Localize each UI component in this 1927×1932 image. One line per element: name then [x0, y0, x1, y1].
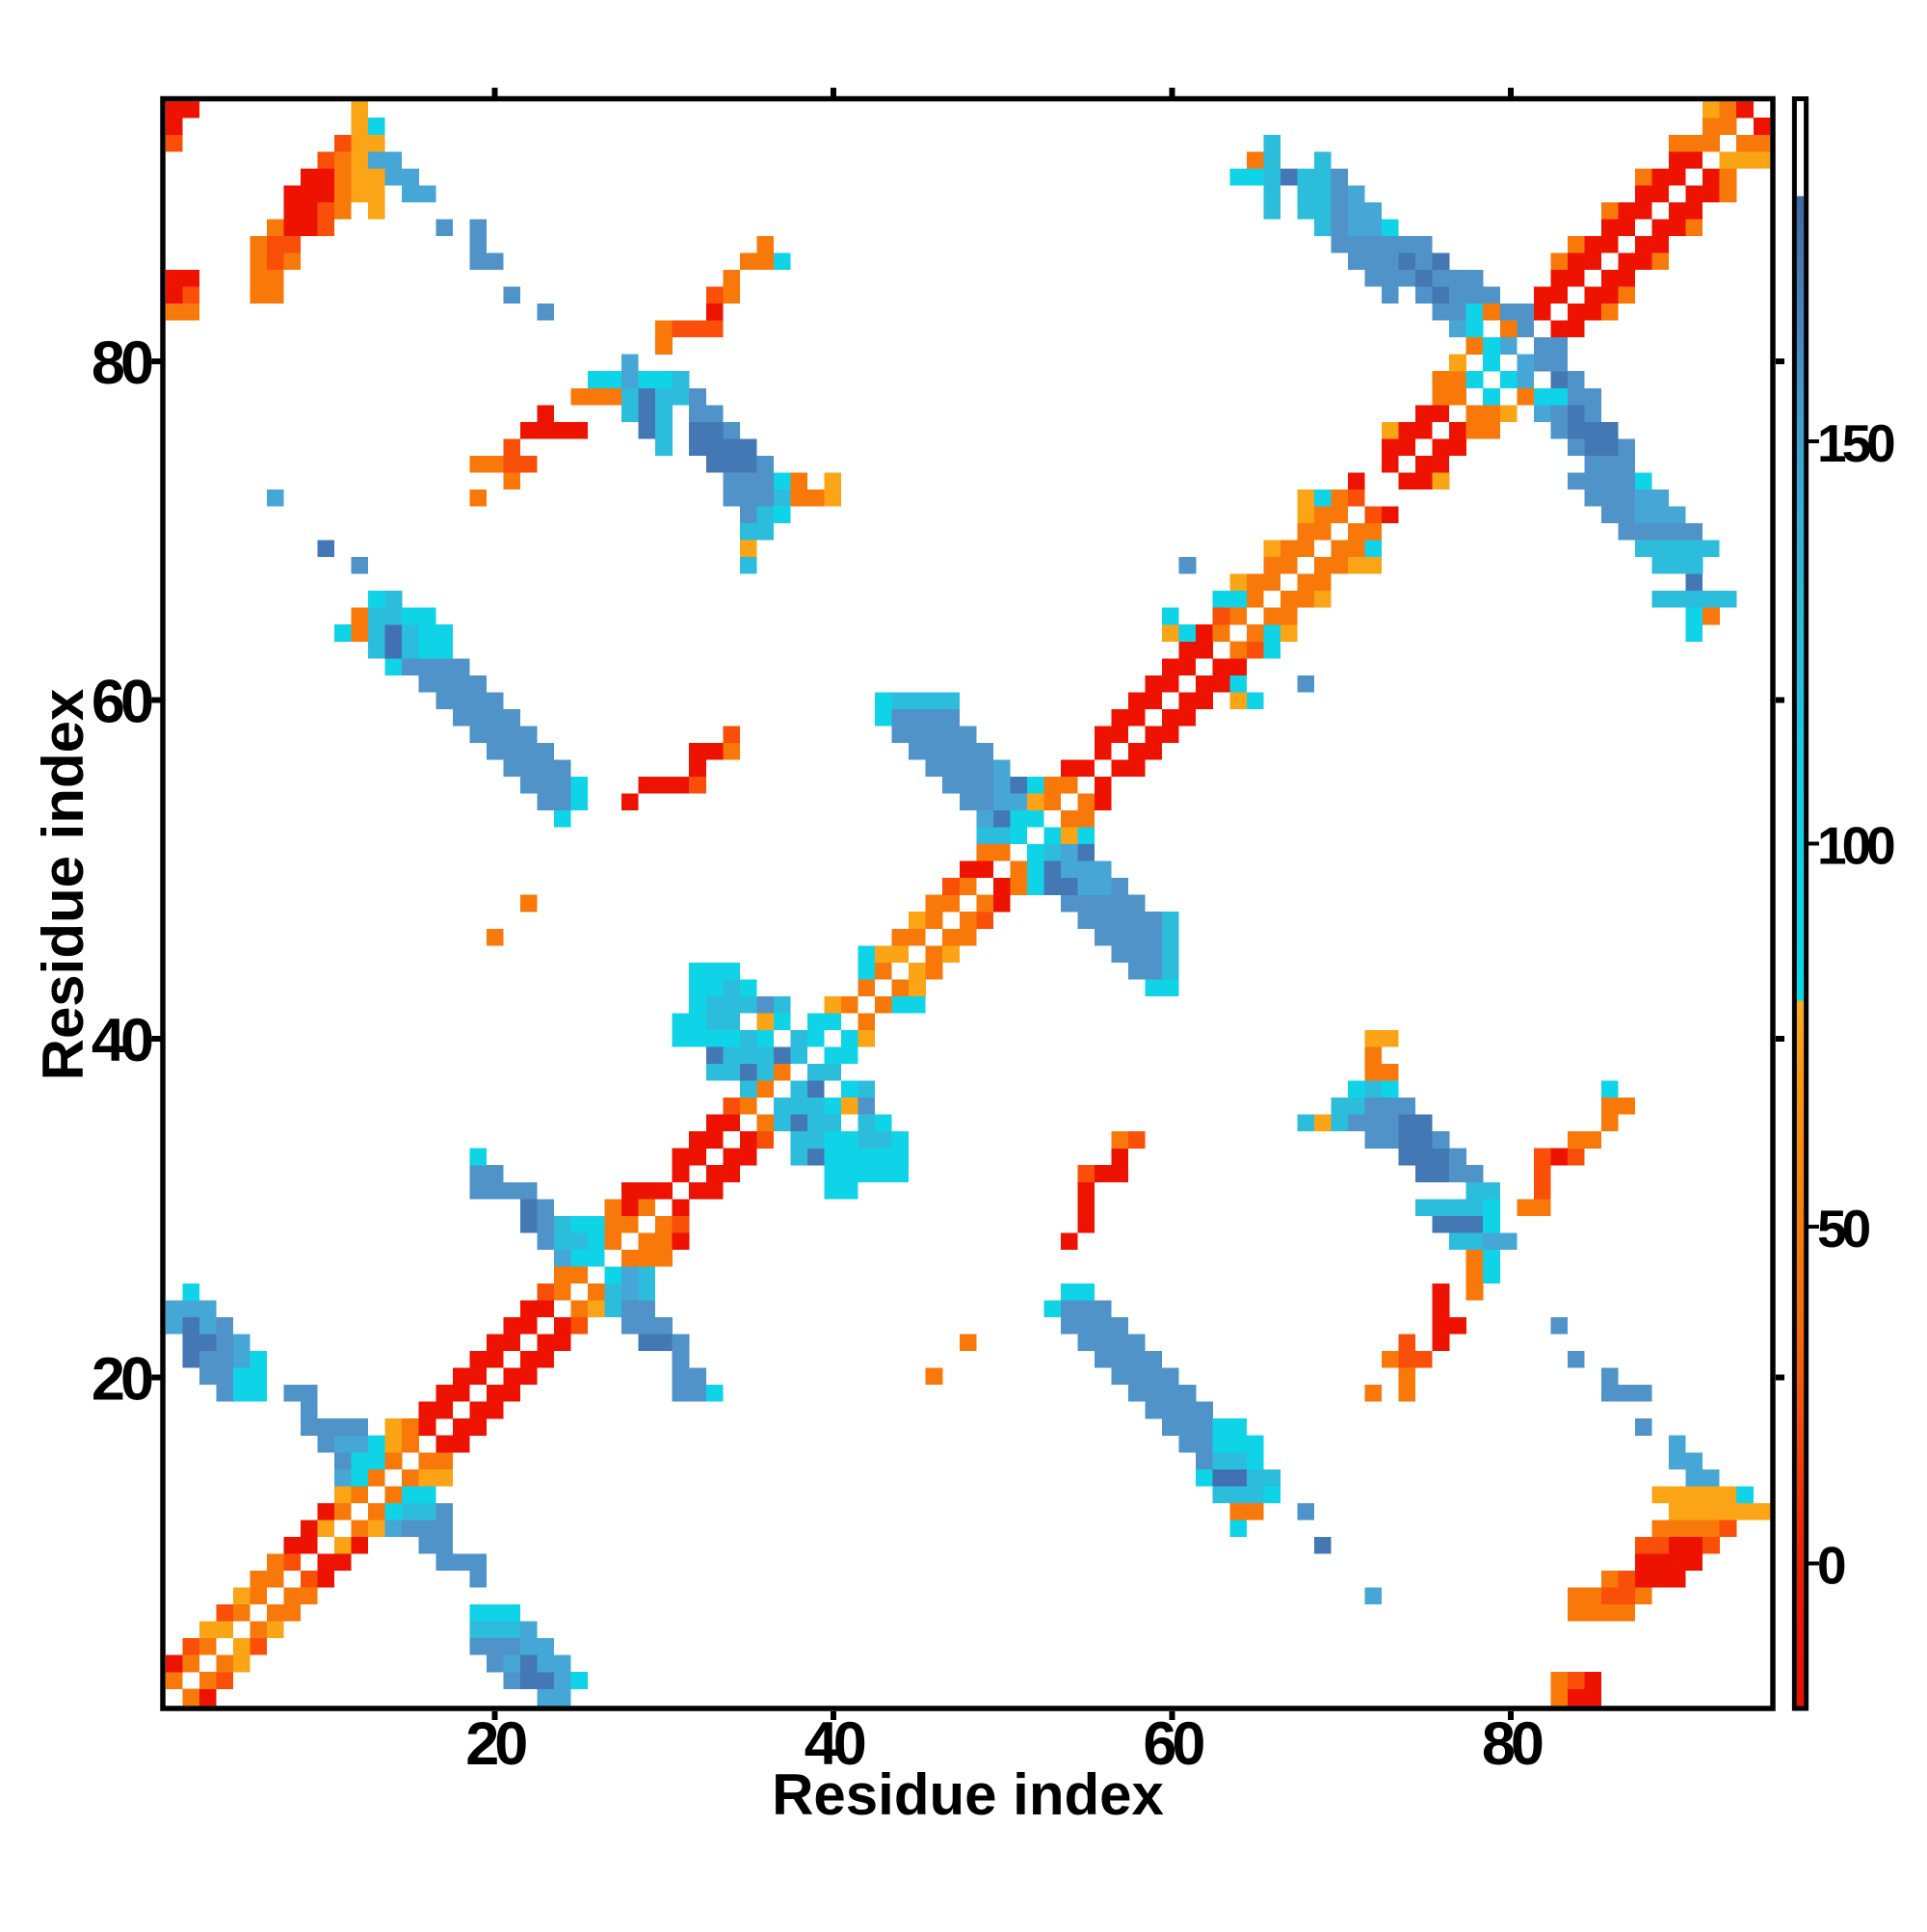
svg-text:40: 40 — [805, 1710, 865, 1778]
svg-text:100: 100 — [1817, 816, 1894, 876]
svg-text:0: 0 — [1817, 1536, 1845, 1596]
svg-text:80: 80 — [92, 330, 152, 397]
svg-text:80: 80 — [1482, 1710, 1543, 1778]
svg-text:50: 50 — [1817, 1199, 1870, 1258]
svg-text:60: 60 — [1143, 1710, 1203, 1778]
svg-text:Residue index: Residue index — [31, 689, 95, 1081]
svg-text:40: 40 — [92, 1007, 152, 1074]
svg-text:150: 150 — [1817, 413, 1894, 473]
svg-text:20: 20 — [92, 1345, 152, 1413]
svg-text:Residue index: Residue index — [772, 1762, 1164, 1827]
svg-text:60: 60 — [92, 668, 152, 735]
svg-text:20: 20 — [465, 1710, 526, 1778]
